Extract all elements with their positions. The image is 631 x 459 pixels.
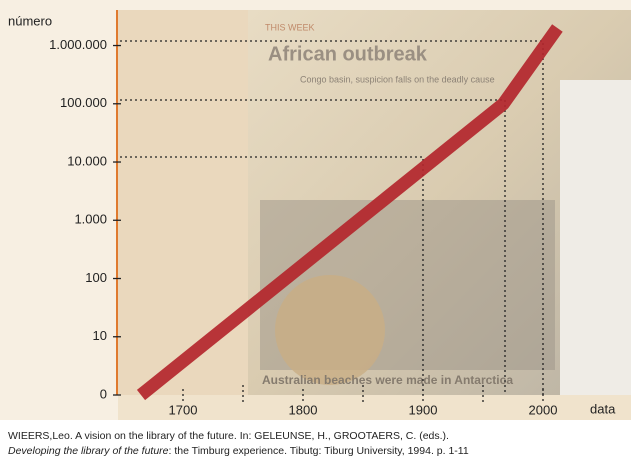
y-tick-label: 1.000: [74, 212, 107, 227]
citation: WIEERS,Leo. A vision on the library of t…: [8, 430, 449, 442]
newspaper-column: [560, 80, 631, 395]
line-band: [136, 24, 563, 401]
x-band: [118, 395, 631, 420]
globe: [275, 275, 385, 385]
bg-headline: African outbreak: [268, 43, 428, 65]
x-tick-label: 2000: [529, 402, 558, 417]
left-panel: [118, 10, 248, 395]
y-axis-label: número: [8, 13, 52, 28]
y-tick-label: 100.000: [60, 95, 107, 110]
y-tick-label: 1.000.000: [49, 37, 107, 52]
x-tick-label: 1700: [169, 402, 198, 417]
citation: Developing the library of the future: th…: [8, 445, 469, 457]
y-tick-label: 10: [93, 328, 107, 343]
bg-text: Congo basin, suspicion falls on the dead…: [300, 74, 495, 84]
bg-text: Australian beaches were made in Antarcti…: [262, 373, 513, 387]
x-axis-label: data: [590, 401, 616, 416]
citation-rest: : the Timburg experience. Tibutg: Tiburg…: [168, 445, 469, 457]
x-tick-label: 1800: [289, 402, 318, 417]
chart: THIS WEEK African outbreak Congo basin, …: [0, 0, 631, 420]
y-tick-label: 0: [100, 386, 107, 401]
guide: [120, 40, 544, 395]
x-tick-label: 1900: [409, 402, 438, 417]
citation-title: Developing the library of the future: [8, 445, 169, 457]
bg-text: THIS WEEK: [265, 22, 315, 32]
y-tick-label: 100: [85, 270, 107, 285]
guide: [120, 156, 424, 395]
y-tick-label: 10.000: [67, 153, 107, 168]
minor-ticks: [242, 385, 484, 405]
